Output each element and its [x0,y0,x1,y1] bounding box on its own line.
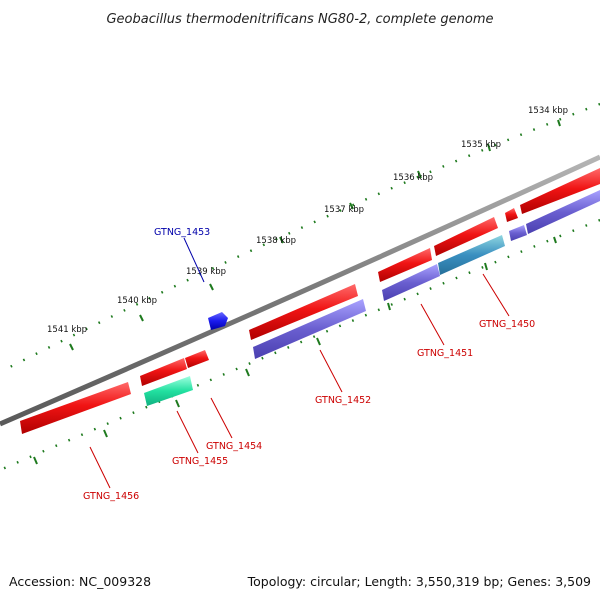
tick-label-1536: 1536 kbp [393,173,433,183]
gene-arrow-1449-fwd[interactable] [520,168,600,214]
tick-label-1539: 1539 kbp [186,267,226,277]
scale-ring-inner [0,218,600,472]
major-ticks-inner [33,236,557,465]
gene-bar-1451[interactable] [382,264,440,301]
scale-ring-outer [0,102,600,374]
genome-summary-text: Topology: circular; Length: 3,550,319 bp… [247,574,591,589]
gene-label-1451[interactable]: GTNG_1451 [417,348,473,359]
forward-genes [20,168,600,434]
tick-label-1538: 1538 kbp [256,236,296,246]
gene-arrow-1456-fwd[interactable] [20,382,131,434]
gene-bar-1450-rev-small[interactable] [509,225,527,241]
gene-arrow-1453[interactable] [208,312,228,330]
gene-bar-1455[interactable] [144,376,193,406]
gene-arrow-1452-fwd[interactable] [249,284,358,340]
tick-label-1535: 1535 kbp [461,140,501,150]
gene-labels: GTNG_1450 GTNG_1451 GTNG_1452 GTNG_1453 … [83,227,535,502]
gene-bar-1449-rev[interactable] [526,190,600,234]
gene-bar-1452[interactable] [253,299,366,359]
gene-label-1450[interactable]: GTNG_1450 [479,319,535,330]
tick-label-1537: 1537 kbp [324,205,364,215]
map-title: Geobacillus thermodenitrificans NG80-2, … [106,12,493,27]
gene-label-1455[interactable]: GTNG_1455 [172,456,228,467]
major-ticks-outer [69,119,561,351]
gene-label-1456[interactable]: GTNG_1456 [83,491,139,502]
reverse-genes [144,190,600,406]
gene-arrow-1451b-fwd[interactable] [378,248,432,282]
gene-bar-1450[interactable] [438,235,505,275]
tick-label-1534: 1534 kbp [528,106,568,116]
gene-arrow-1451-fwd[interactable] [434,217,498,256]
gene-arrow-1455-fwd[interactable] [140,358,187,386]
gene-arrow-1454-fwd[interactable] [185,350,209,368]
gene-arrow-1450-fwd[interactable] [505,208,518,222]
tick-label-1540: 1540 kbp [117,296,157,306]
accession-text: Accession: NC_009328 [9,574,151,589]
gene-label-1454[interactable]: GTNG_1454 [206,441,262,452]
scale-labels: 1534 kbp 1535 kbp 1536 kbp 1537 kbp 1538… [47,106,568,335]
label-leaders [89,237,510,489]
gene-label-1452[interactable]: GTNG_1452 [315,395,371,406]
tick-label-1541: 1541 kbp [47,325,87,335]
gene-label-1453[interactable]: GTNG_1453 [154,227,210,238]
genome-backbone [0,154,600,427]
